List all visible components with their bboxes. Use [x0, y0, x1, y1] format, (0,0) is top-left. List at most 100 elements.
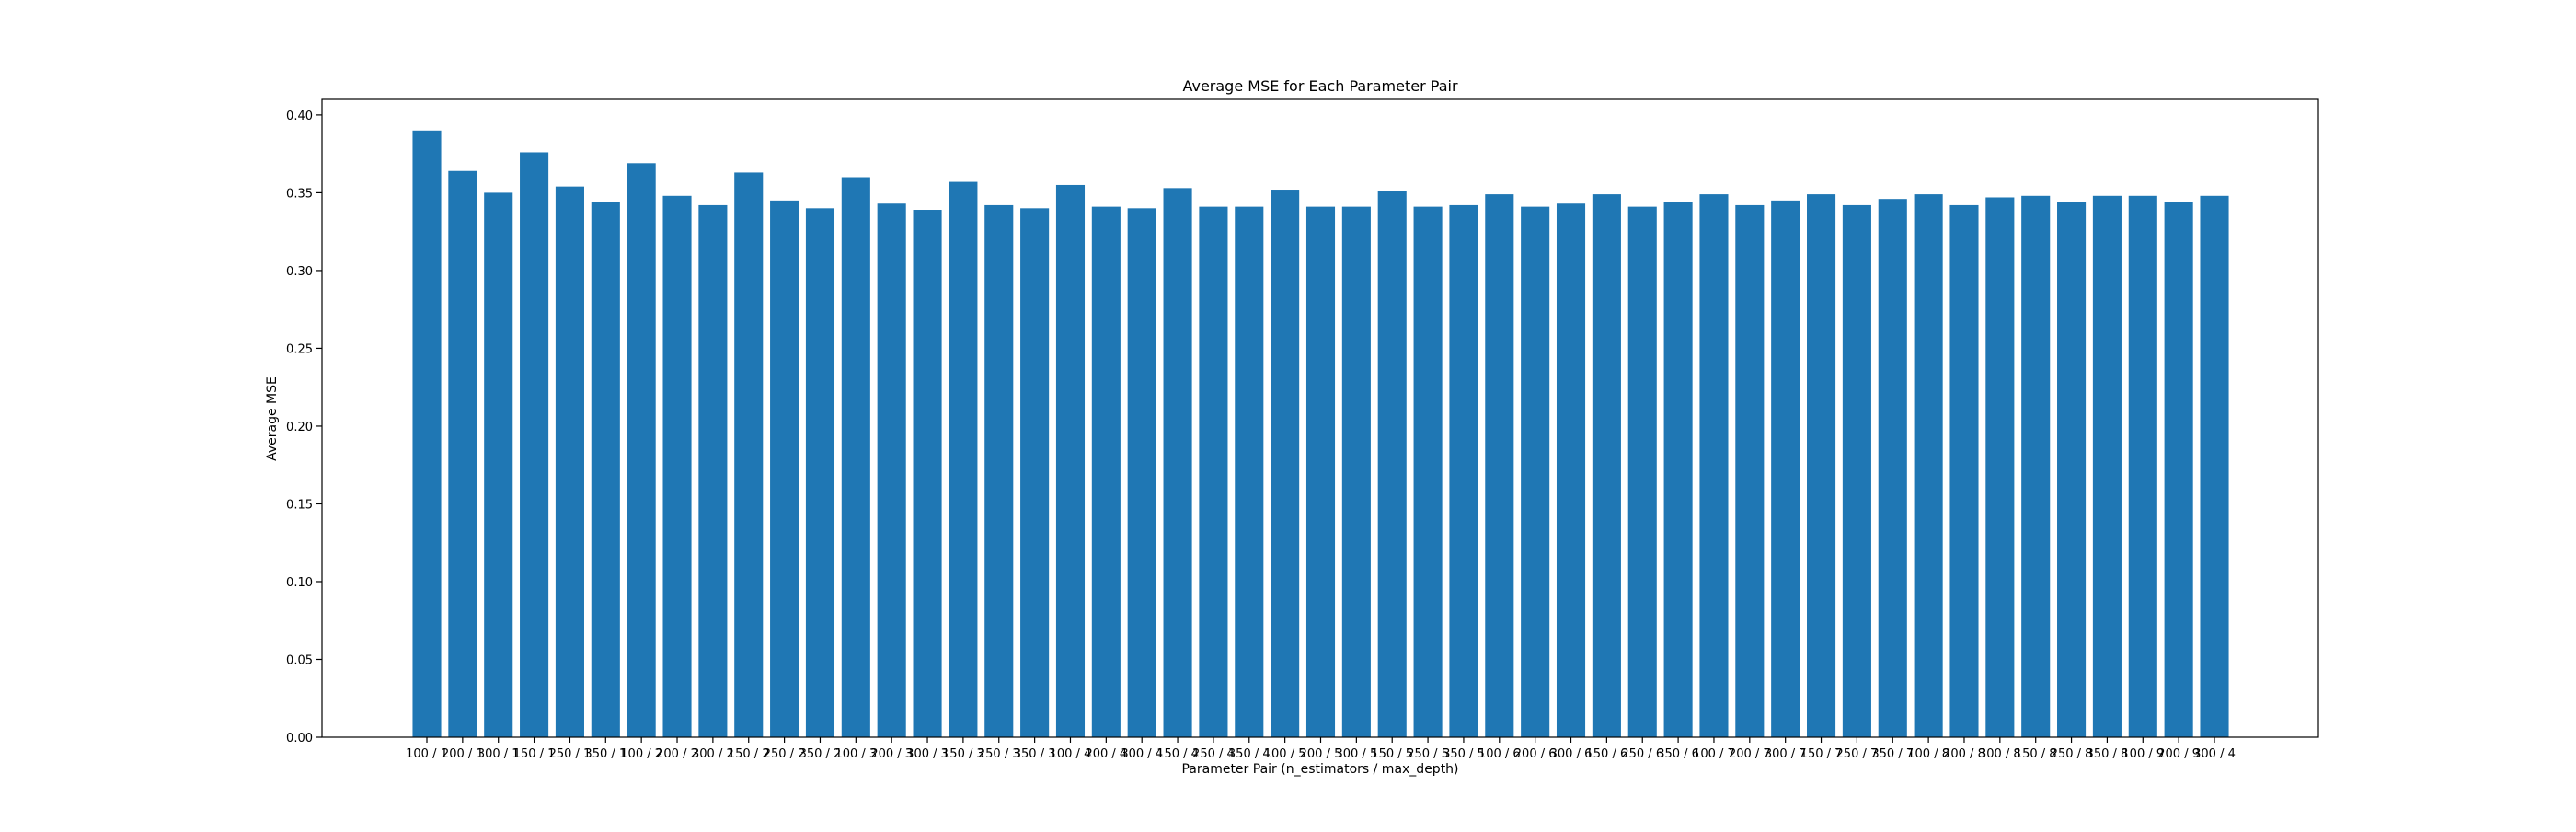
bar: [520, 152, 549, 738]
bar: [484, 192, 513, 737]
bar: [949, 181, 978, 737]
x-tick-label: 100 / 5: [1264, 747, 1306, 761]
bar: [805, 208, 835, 737]
bar: [1878, 199, 1907, 737]
bar: [1377, 191, 1407, 738]
bar: [1556, 203, 1586, 737]
x-tick-label: 300 / 4: [2193, 747, 2236, 761]
x-tick-label: 150 / 2: [728, 747, 770, 761]
bar: [1055, 184, 1086, 737]
y-axis-label: Average MSE: [265, 376, 280, 461]
bar: [2164, 202, 2193, 737]
x-tick-label: 300 / 4: [1121, 747, 1163, 761]
x-tick-label: 200 / 1: [442, 747, 484, 761]
x-tick-label: 350 / 6: [1657, 747, 1699, 761]
x-tick-label: 200 / 4: [1085, 747, 1127, 761]
bar: [841, 177, 870, 737]
bar: [1627, 206, 1657, 737]
x-tick-label: 100 / 2: [620, 747, 662, 761]
x-tick-label: 250 / 4: [1192, 747, 1235, 761]
x-tick-label: 100 / 4: [1050, 747, 1092, 761]
x-tick-label: 250 / 7: [1836, 747, 1879, 761]
x-tick-label: 150 / 6: [1586, 747, 1628, 761]
x-tick-label: 200 / 8: [1943, 747, 1985, 761]
x-tick-label: 200 / 3: [870, 747, 913, 761]
bar: [1449, 204, 1478, 737]
bar: [1914, 194, 1943, 738]
x-tick-label: 200 / 6: [1514, 747, 1557, 761]
x-tick-label: 200 / 2: [656, 747, 698, 761]
x-tick-label: 350 / 5: [1443, 747, 1485, 761]
x-tick-label: 150 / 8: [2015, 747, 2057, 761]
x-tick-label: 300 / 6: [1550, 747, 1593, 761]
bar: [1949, 204, 1979, 737]
bar: [2021, 195, 2051, 738]
x-tick-label: 250 / 6: [1621, 747, 1663, 761]
bar: [984, 204, 1014, 737]
bars-layer: [412, 130, 2229, 738]
bar: [913, 210, 942, 737]
bar: [1271, 190, 1300, 737]
bar: [1842, 204, 1871, 737]
bar: [1485, 194, 1514, 738]
bar: [2092, 195, 2122, 738]
bar: [1199, 206, 1228, 737]
y-tick-label: 0.05: [286, 653, 313, 667]
x-tick-label: 350 / 1: [584, 747, 627, 761]
x-tick-label: 350 / 8: [2087, 747, 2129, 761]
x-tick-label: 250 / 8: [2051, 747, 2093, 761]
bar: [734, 172, 764, 737]
bar: [591, 202, 620, 737]
x-tick-label: 250 / 1: [549, 747, 592, 761]
x-tick-label: 150 / 4: [1156, 747, 1199, 761]
bar: [412, 130, 442, 738]
bar: [877, 203, 906, 737]
x-tick-label: 100 / 1: [406, 747, 448, 761]
y-tick-label: 0.20: [286, 421, 313, 434]
x-tick-label: 300 / 1: [477, 747, 520, 761]
bar: [1807, 194, 1836, 738]
x-tick-label: 100 / 9: [2122, 747, 2164, 761]
x-tick-label: 300 / 2: [692, 747, 734, 761]
x-tick-label: 150 / 1: [513, 747, 556, 761]
x-tick-label: 300 / 7: [1765, 747, 1807, 761]
bar: [1305, 206, 1336, 737]
bar: [1020, 208, 1050, 737]
bar: [2200, 195, 2229, 738]
x-tick-label: 150 / 5: [1371, 747, 1413, 761]
x-tick-label: 150 / 3: [942, 747, 984, 761]
x-tick-label: 100 / 8: [1907, 747, 1949, 761]
y-tick-label: 0.00: [286, 732, 313, 745]
y-tick-label: 0.40: [286, 110, 313, 123]
bar: [1091, 206, 1121, 737]
x-tick-label: 150 / 7: [1800, 747, 1843, 761]
x-tick-label: 300 / 8: [1979, 747, 2021, 761]
x-tick-label: 250 / 3: [978, 747, 1020, 761]
bar: [698, 204, 728, 737]
x-tick-label: 200 / 9: [2157, 747, 2200, 761]
y-tick-label: 0.10: [286, 576, 313, 590]
bar: [662, 195, 692, 738]
x-tick-label: 300 / 3: [906, 747, 949, 761]
bar: [555, 186, 584, 737]
bar: [1127, 208, 1156, 737]
y-tick-label: 0.25: [286, 342, 313, 356]
chart-title: Average MSE for Each Parameter Pair: [1182, 77, 1457, 95]
x-tick-label: 300 / 5: [1335, 747, 1377, 761]
x-tick-label: 250 / 5: [1407, 747, 1449, 761]
bar: [1592, 194, 1621, 738]
x-tick-label: 350 / 7: [1871, 747, 1914, 761]
x-tick-label: 250 / 2: [764, 747, 806, 761]
bar: [1771, 200, 1800, 737]
bar: [1521, 206, 1550, 737]
bar: [1235, 206, 1264, 737]
x-tick-label: 100 / 7: [1693, 747, 1735, 761]
bar: [1163, 188, 1192, 738]
bar: [2128, 195, 2157, 738]
x-tick-label: 350 / 2: [799, 747, 842, 761]
bar: [1413, 206, 1443, 737]
x-tick-label: 100 / 6: [1478, 747, 1521, 761]
bar: [1663, 202, 1693, 737]
